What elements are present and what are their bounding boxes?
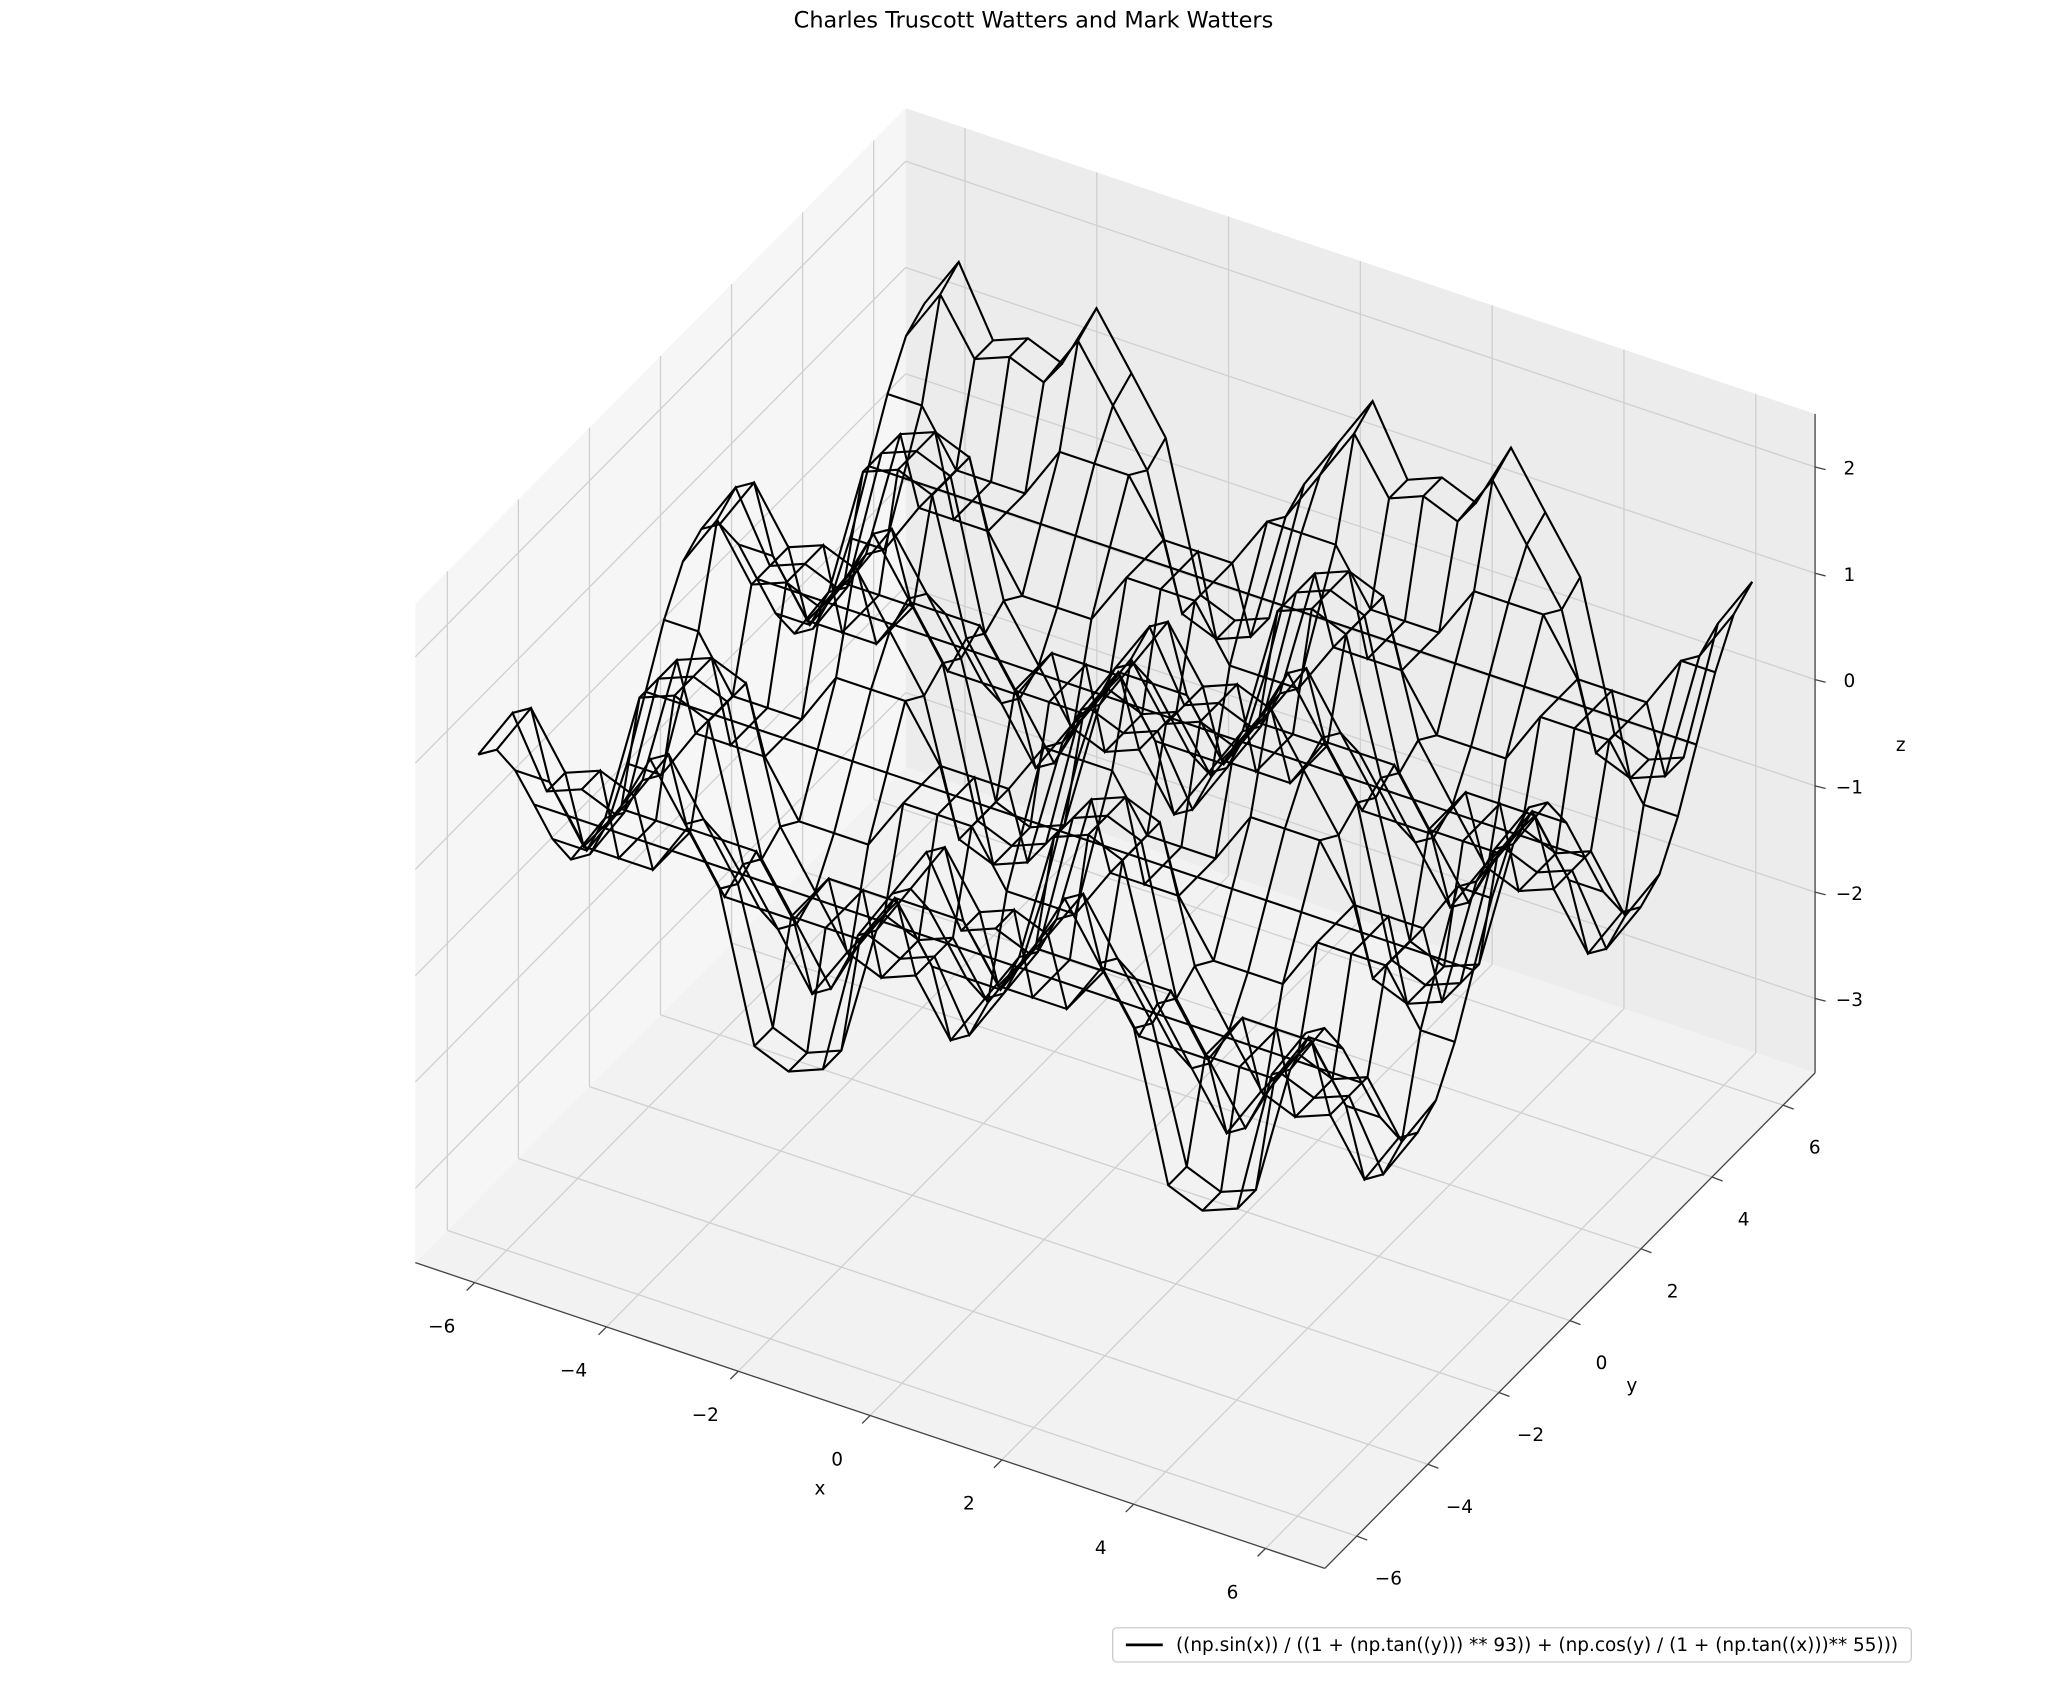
y-tick-label: −4 <box>1446 1497 1473 1518</box>
y-tick-label: 6 <box>1809 1138 1821 1159</box>
wire-column <box>580 337 1029 861</box>
y-tick-label: −2 <box>1517 1425 1544 1446</box>
y-tick <box>1782 1104 1794 1110</box>
z-tick <box>1814 678 1826 683</box>
x-axis-label: x <box>815 1478 826 1499</box>
wire-column <box>512 261 960 853</box>
grid-line <box>905 479 1816 787</box>
x-tick <box>1257 1548 1266 1557</box>
y-tick <box>1356 1535 1368 1541</box>
wire-column <box>891 442 1340 1000</box>
z-tick <box>1814 466 1826 471</box>
z-tick <box>1814 785 1826 790</box>
wire-column <box>926 400 1374 992</box>
grid-line <box>447 1229 1357 1537</box>
wire-column <box>684 372 1133 931</box>
z-tick-label: 0 <box>1843 671 1855 692</box>
y-tick-label: 4 <box>1738 1209 1750 1230</box>
x-tick-label: −2 <box>692 1405 719 1426</box>
legend-box <box>1112 1627 1912 1663</box>
wire-column <box>649 307 1098 899</box>
y-tick <box>1640 1248 1652 1254</box>
x-tick <box>729 1370 739 1380</box>
z-tick <box>1814 891 1826 896</box>
grid-line <box>731 942 1642 1250</box>
grid-line <box>414 479 907 977</box>
y-tick-label: −6 <box>1375 1569 1402 1590</box>
grid-line <box>414 692 907 1189</box>
grid-line <box>660 1014 1571 1322</box>
y-tick <box>1569 1320 1581 1326</box>
z-tick-label: −3 <box>1836 990 1863 1011</box>
legend-label: ((np.sin(x)) / ((1 + (np.tan((y))) ** 93… <box>1176 1635 1898 1656</box>
grid-line <box>905 373 1816 681</box>
x-tick-label: 0 <box>831 1449 843 1470</box>
grid-line <box>414 585 907 1083</box>
grid-line <box>414 373 907 870</box>
wireframe <box>477 259 1754 1212</box>
z-tick-label: 2 <box>1843 459 1855 480</box>
wire-column <box>1271 622 1719 1181</box>
x-tick-label: −6 <box>428 1316 455 1337</box>
x-tick <box>993 1459 1003 1469</box>
grid-line <box>905 266 1816 574</box>
grid-line <box>802 870 1713 1178</box>
grid-line <box>518 1157 1429 1465</box>
wire-column <box>1133 576 1582 1135</box>
wire-column <box>477 302 926 861</box>
x-tick <box>1125 1503 1135 1513</box>
grid-line <box>414 267 907 764</box>
x-tick <box>466 1282 476 1291</box>
y-tick-label: 2 <box>1667 1281 1679 1302</box>
x-tick-label: 2 <box>963 1494 975 1515</box>
grid-line <box>414 160 907 658</box>
wire-column <box>1098 511 1547 1070</box>
y-tick <box>1498 1391 1510 1398</box>
z-tick-label: −2 <box>1836 884 1863 905</box>
wire-column <box>1305 581 1754 1140</box>
wire-column <box>994 476 1443 1000</box>
grid-line <box>905 160 1816 468</box>
wire-column <box>1201 688 1650 1212</box>
z-axis-label: z <box>1896 735 1906 756</box>
wire-column <box>857 483 1305 1042</box>
z-tick <box>1814 572 1826 577</box>
y-axis-line <box>1324 1072 1816 1569</box>
x-tick <box>598 1326 607 1336</box>
x-tick-label: 4 <box>1095 1538 1107 1559</box>
y-axis-label: y <box>1626 1376 1637 1397</box>
y-tick-label: 0 <box>1596 1353 1608 1374</box>
chart-title: Charles Truscott Watters and Mark Watter… <box>794 8 1274 34</box>
wire-column <box>787 549 1236 1073</box>
z-tick-label: −1 <box>1836 778 1863 799</box>
grid-line <box>905 585 1816 893</box>
x-tick <box>861 1415 871 1424</box>
y-tick <box>1711 1176 1723 1182</box>
legend: ((np.sin(x)) / ((1 + (np.tan((y))) ** 93… <box>1112 1627 1912 1663</box>
wire-column <box>719 437 1167 996</box>
y-tick <box>1427 1463 1439 1469</box>
wire-column <box>1064 447 1512 1039</box>
grid-line <box>589 1086 1500 1394</box>
z-tick-label: 1 <box>1843 565 1855 586</box>
z-tick <box>1814 997 1826 1002</box>
x-tick-label: 6 <box>1227 1582 1239 1603</box>
x-axis-line <box>415 1262 1325 1570</box>
x-tick-label: −4 <box>560 1361 587 1382</box>
